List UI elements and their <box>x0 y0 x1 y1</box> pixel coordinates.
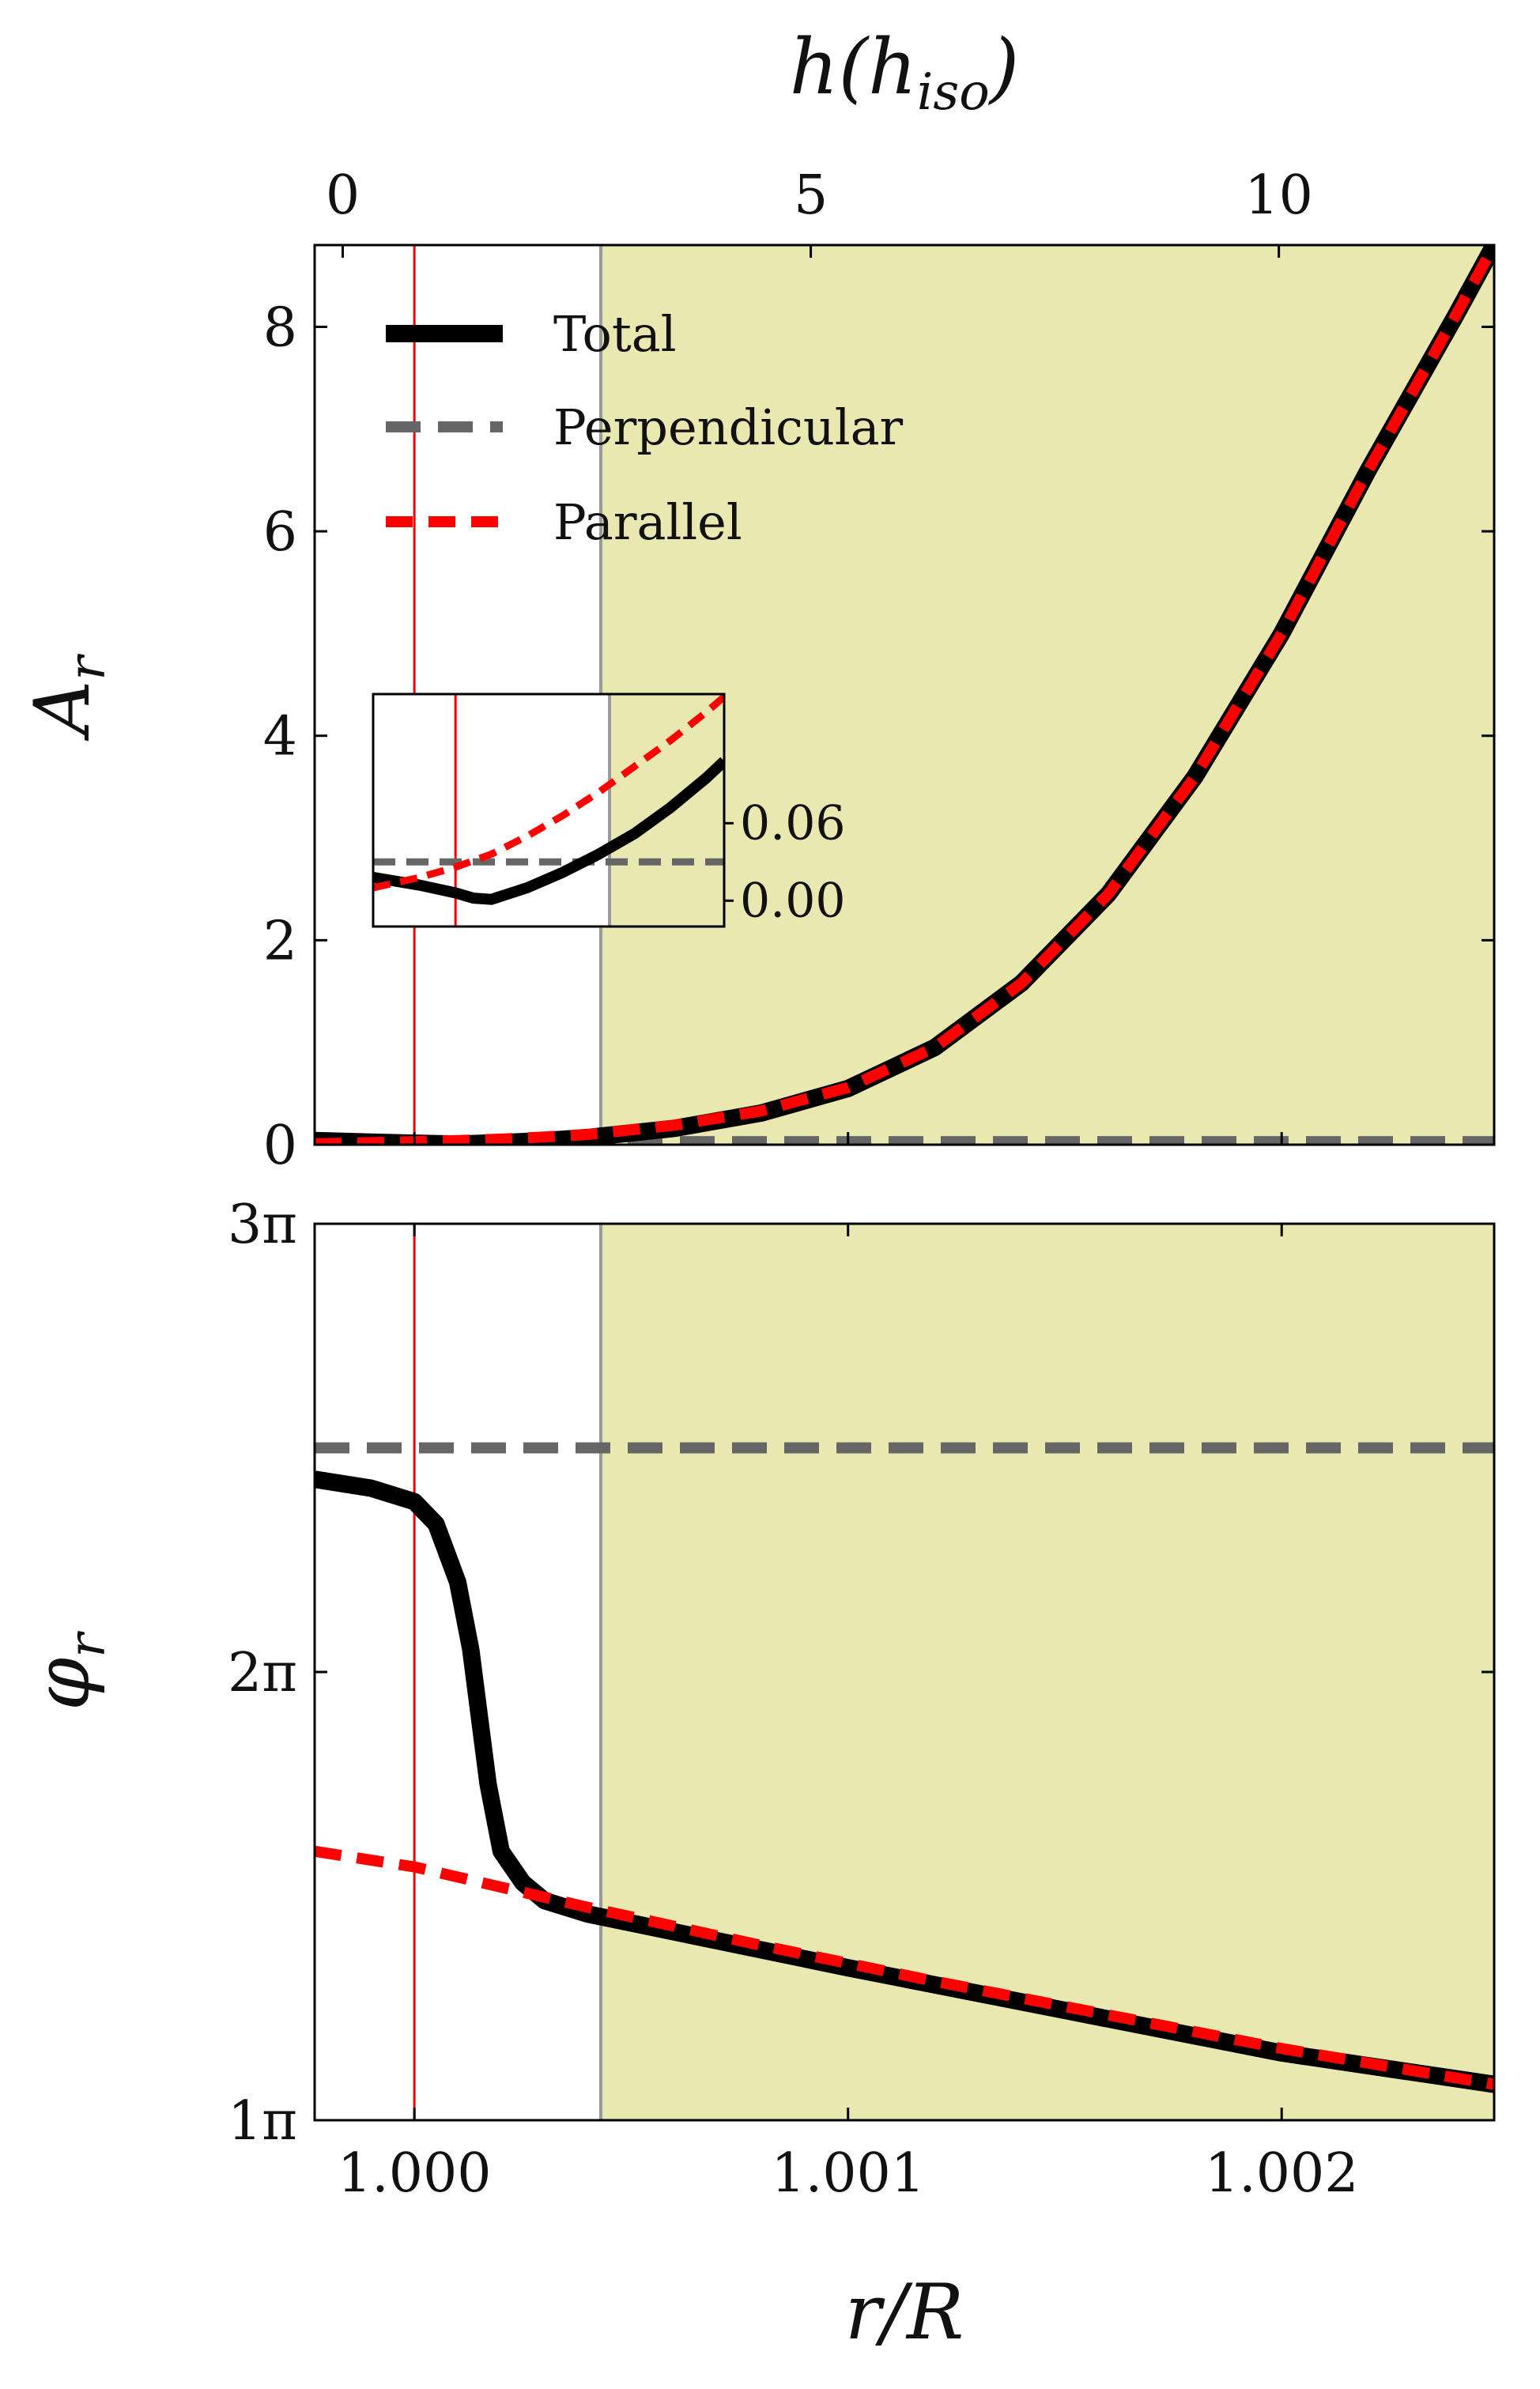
top-x-tick-label-2: 10 <box>1244 164 1313 227</box>
y-axis-title-top-main: A <box>18 681 107 742</box>
top-x-tick-label-1: 5 <box>794 164 828 227</box>
top-x-tick-label-0: 0 <box>326 164 360 227</box>
legend-label-total: Total <box>553 305 677 363</box>
top-x-axis-title-main: h(h <box>790 23 917 111</box>
plot-frame-top <box>313 243 1496 1146</box>
y-axis-title-bottom-main: φ <box>18 1658 107 1711</box>
y-tick-label-top-1: 2 <box>263 910 297 972</box>
panel-plot-area-bottom <box>315 1224 1494 2120</box>
inset-series-line-parallel <box>373 694 724 892</box>
shaded-region-bottom <box>601 1224 1494 2120</box>
y-axis-title-bottom-sub: r <box>59 1631 117 1658</box>
shaded-region-top <box>601 245 1494 1145</box>
x-axis-title: r/R <box>845 2268 964 2357</box>
y-axis-title-top-sub: r <box>59 654 117 681</box>
y-tick-label-top-0: 0 <box>263 1115 297 1177</box>
y-tick-label-top-3: 6 <box>263 501 297 564</box>
inset-y-tick-label-1: 0.06 <box>740 795 846 851</box>
x-tick-label-0: 1.000 <box>338 2142 492 2205</box>
y-axis-title-bottom: φr <box>18 1631 117 1711</box>
inset-frame <box>372 693 726 928</box>
inset-plot-area <box>373 694 724 927</box>
inset-series-line-total <box>373 757 724 905</box>
y-tick-label-bottom-2: 3π <box>228 1194 297 1256</box>
y-tick-label-top-4: 8 <box>263 296 297 359</box>
top-x-axis-title-close: ) <box>988 23 1019 111</box>
top-x-axis-title: h(hiso) <box>790 23 1019 122</box>
y-axis-title-top: Ar <box>18 654 117 742</box>
inset: 0.00 0.06 <box>372 693 846 928</box>
legend-label-perpendicular: Perpendicular <box>553 398 904 456</box>
y-tick-label-top-2: 4 <box>263 706 297 768</box>
y-tick-label-bottom-0: 1π <box>228 2090 297 2153</box>
y-tick-label-bottom-1: 2π <box>228 1642 297 1704</box>
legend-label-parallel: Parallel <box>553 493 742 551</box>
series-line-parallel-bottom <box>315 1845 1494 2090</box>
legend: Total Perpendicular Parallel <box>386 305 904 551</box>
x-tick-label-2: 1.002 <box>1205 2142 1359 2205</box>
x-tick-label-1: 1.001 <box>771 2142 925 2205</box>
series-line-parallel-top <box>315 245 1494 1145</box>
inset-y-tick-label-0: 0.00 <box>740 873 846 928</box>
top-x-axis-title-sub: iso <box>917 63 990 122</box>
chart-layers: 0 2 4 6 8 0 5 10 h(hiso) Ar Total Perpendicular Para… <box>18 23 1496 2357</box>
